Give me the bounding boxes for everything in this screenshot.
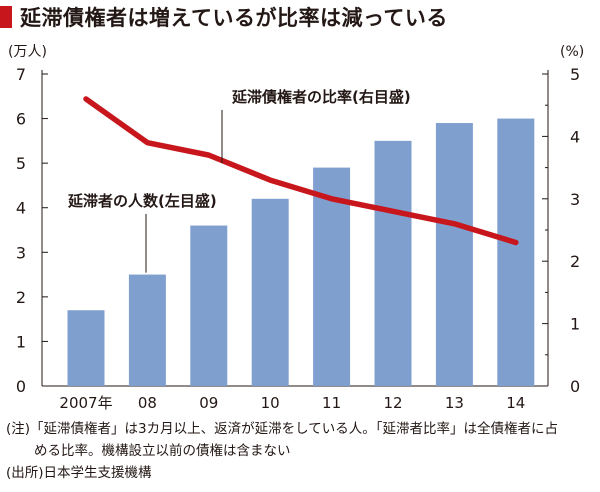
x-tick-label: 08 <box>138 394 157 412</box>
bar <box>128 274 166 386</box>
bar <box>190 225 228 386</box>
bar <box>251 198 289 386</box>
chart-title: 延滞債権者は増えているが比率は減っている <box>20 6 448 30</box>
left-tick-label: 6 <box>16 110 26 129</box>
bar <box>497 118 535 387</box>
bars-layer <box>67 118 535 387</box>
x-tick-label: 10 <box>261 394 280 412</box>
line-layer <box>83 96 519 246</box>
x-tick-label: 11 <box>322 394 341 412</box>
chart-header: 延滞債権者は増えているが比率は減っている <box>0 0 600 34</box>
line-series-label: 延滞債権者の比率(右目盛) <box>231 88 411 106</box>
left-tick-label: 2 <box>16 288 26 307</box>
bar <box>435 123 473 387</box>
right-axis-unit: (%) <box>560 44 584 60</box>
x-tick-label: 2007年 <box>59 394 112 412</box>
header-accent-mark <box>0 6 12 28</box>
x-tick-label: 09 <box>199 394 218 412</box>
bar <box>374 140 412 386</box>
left-tick-label: 1 <box>16 332 26 351</box>
labels-layer: 2007年 08 09 10 11 12 13 14 延滞債権者の比率(右目盛) 延滞者の人数(左… <box>59 88 525 412</box>
axes-layer: (万人) (%) 0 1 2 3 4 5 6 7 0 1 2 3 4 5 <box>8 44 584 396</box>
left-tick-label: 4 <box>16 199 26 218</box>
note-line-2: める比率。機構設立以前の債権は含まない <box>34 443 291 459</box>
right-tick-label: 5 <box>570 65 580 84</box>
right-tick-label: 4 <box>570 127 580 146</box>
x-tick-label: 14 <box>506 394 525 412</box>
left-tick-label: 3 <box>16 243 26 262</box>
x-tick-label: 13 <box>445 394 464 412</box>
x-tick-label: 12 <box>383 394 402 412</box>
left-axis-unit: (万人) <box>8 44 47 60</box>
left-tick-label: 5 <box>16 154 26 173</box>
bar-series-label: 延滞者の人数(左目盛) <box>67 192 217 210</box>
right-tick-label: 3 <box>570 190 580 209</box>
right-tick-label: 1 <box>570 315 580 334</box>
bar <box>67 310 105 386</box>
chart-notes: (注)「延滞債権者」は3カ月以上、返済が延滞をしている人。「延滞者比率」は全債権… <box>6 418 596 484</box>
left-tick-label: 7 <box>16 65 26 84</box>
right-tick-label: 2 <box>570 252 580 271</box>
left-tick-label: 0 <box>16 377 26 396</box>
ratio-line <box>83 96 519 246</box>
source-line: (出所)日本学生支援機構 <box>6 465 152 481</box>
right-tick-label: 0 <box>570 377 580 396</box>
note-line-1: (注)「延滞債権者」は3カ月以上、返済が延滞をしている人。「延滞者比率」は全債権… <box>6 421 558 437</box>
